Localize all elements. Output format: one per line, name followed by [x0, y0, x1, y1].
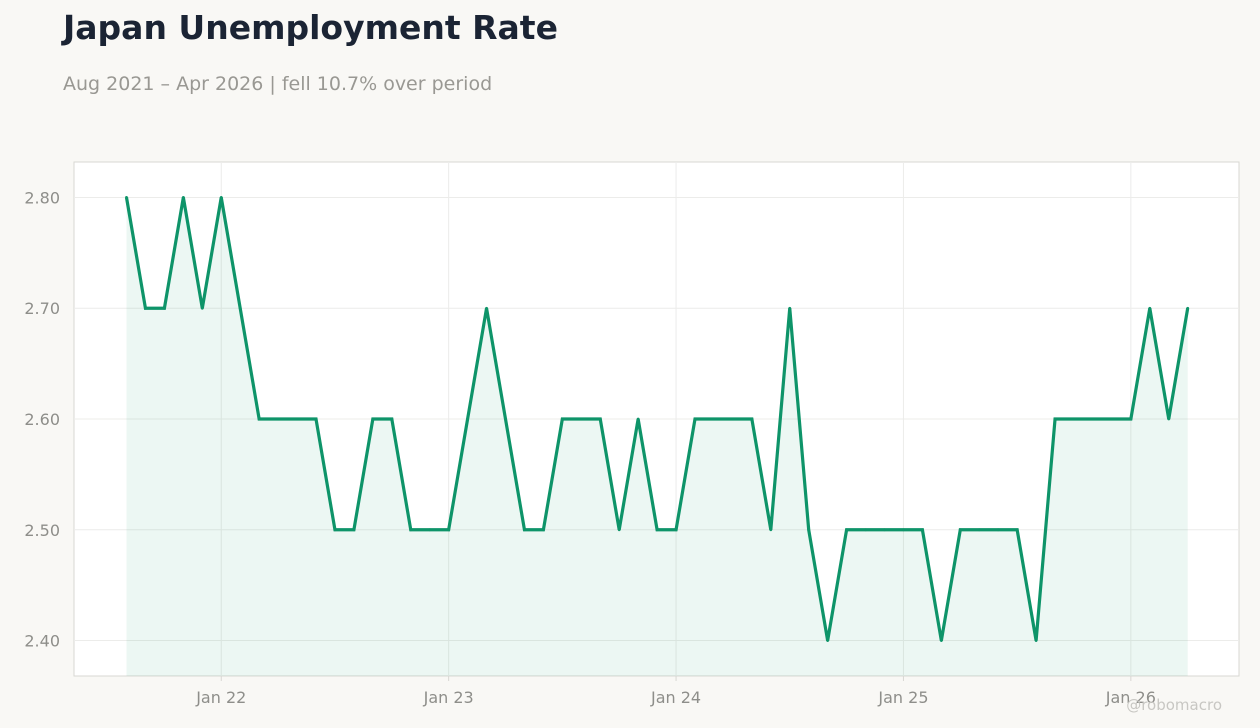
- data-point: [1186, 306, 1190, 310]
- data-point: [655, 528, 659, 532]
- x-tick-label: Jan 25: [877, 688, 928, 707]
- y-tick-label: 2.40: [24, 632, 60, 651]
- data-point: [390, 417, 394, 421]
- data-point: [163, 306, 166, 310]
- data-point: [257, 417, 261, 421]
- y-axis: 2.40 2.50 2.60 2.70 2.80: [24, 188, 60, 650]
- data-point: [883, 528, 886, 532]
- data-point: [921, 528, 924, 532]
- data-point: [674, 528, 678, 532]
- x-tick-label: Jan 24: [650, 688, 701, 707]
- data-point: [560, 417, 564, 421]
- x-tick-label: Jan 23: [423, 688, 474, 707]
- data-point: [1091, 417, 1095, 421]
- data-point: [144, 306, 147, 310]
- data-point: [1167, 417, 1171, 421]
- data-point: [1129, 417, 1133, 421]
- data-point: [542, 528, 545, 532]
- data-point: [125, 196, 128, 199]
- data-point: [826, 639, 830, 642]
- data-point: [1034, 639, 1038, 642]
- y-tick-label: 2.70: [24, 299, 60, 318]
- y-tick-label: 2.80: [24, 188, 60, 207]
- data-point: [712, 417, 716, 421]
- x-tick-label: Jan 26: [1105, 688, 1156, 707]
- data-point: [523, 528, 526, 532]
- data-point: [276, 417, 280, 421]
- chart-title: Japan Unemployment Rate: [63, 8, 558, 47]
- chart-subtitle: Aug 2021 – Apr 2026 | fell 10.7% over pe…: [63, 73, 493, 95]
- data-point: [238, 306, 242, 310]
- data-point: [447, 528, 451, 532]
- data-point: [598, 417, 602, 421]
- data-point: [352, 528, 356, 532]
- data-point: [617, 528, 621, 532]
- data-point: [958, 528, 962, 532]
- data-point: [902, 528, 905, 532]
- data-point: [200, 306, 204, 310]
- data-point: [314, 417, 318, 421]
- data-point: [1110, 417, 1114, 421]
- data-point: [333, 528, 337, 532]
- data-point: [977, 528, 981, 532]
- area-fill: [126, 197, 1188, 676]
- y-tick-label: 2.50: [24, 521, 60, 540]
- data-point: [939, 639, 943, 642]
- data-point: [636, 417, 640, 421]
- x-tick-label: Jan 22: [195, 688, 246, 707]
- data-point: [807, 528, 811, 532]
- data-point: [845, 528, 848, 532]
- data-point: [504, 417, 507, 421]
- y-tick-label: 2.60: [24, 410, 60, 429]
- data-point: [693, 417, 697, 421]
- data-point: [769, 528, 773, 532]
- data-point: [996, 528, 1000, 532]
- data-point: [295, 417, 299, 421]
- data-point: [1053, 417, 1057, 421]
- data-point: [219, 196, 223, 199]
- data-point: [788, 306, 792, 310]
- data-point: [371, 417, 375, 421]
- data-point: [485, 306, 488, 310]
- data-point: [579, 417, 583, 421]
- data-point: [1072, 417, 1076, 421]
- x-axis: Jan 22 Jan 23 Jan 24 Jan 25 Jan 26: [195, 676, 1156, 707]
- data-point: [864, 528, 867, 532]
- data-point: [466, 417, 469, 421]
- data-point: [428, 528, 432, 532]
- data-point: [1148, 306, 1152, 310]
- data-point: [181, 196, 185, 199]
- data-point: [731, 417, 735, 421]
- data-point: [409, 528, 413, 532]
- data-point: [1015, 528, 1019, 532]
- data-points: [125, 196, 1190, 642]
- data-point: [750, 417, 754, 421]
- watermark: @robomacro: [1126, 696, 1222, 714]
